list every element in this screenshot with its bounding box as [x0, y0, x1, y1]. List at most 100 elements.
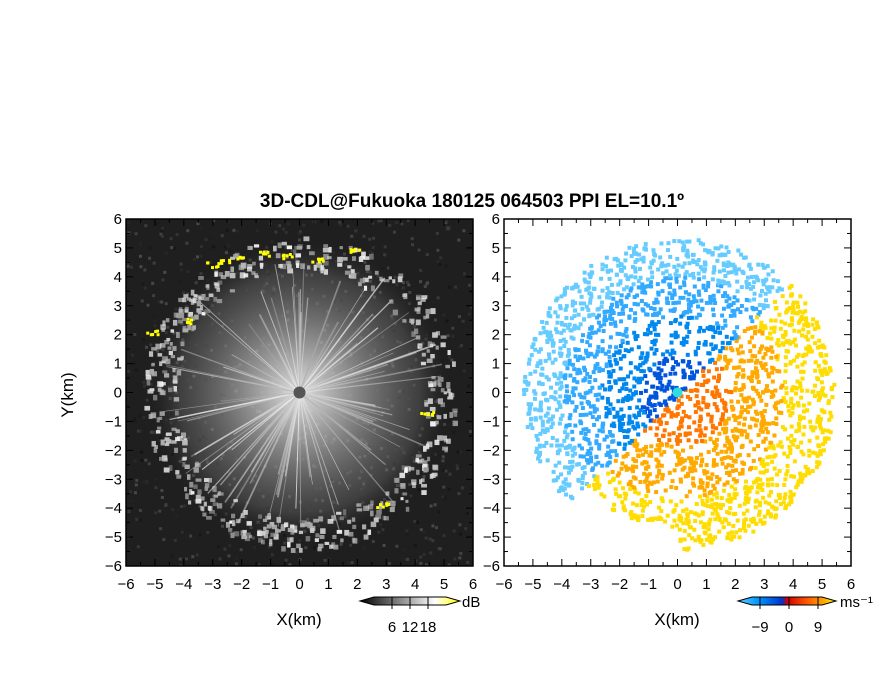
velocity-pixel: [747, 395, 752, 400]
velocity-pixel: [585, 340, 590, 345]
velocity-pixel: [623, 258, 628, 263]
velocity-pixel: [630, 264, 635, 269]
velocity-pixel: [584, 350, 589, 355]
velocity-pixel: [666, 262, 671, 267]
velocity-pixel: [747, 340, 752, 345]
velocity-pixel: [788, 489, 793, 494]
velocity-pixel: [644, 493, 649, 498]
velocity-pixel: [688, 376, 693, 381]
velocity-pixel: [611, 478, 616, 483]
velocity-pixel: [595, 307, 600, 312]
noise-speckle: [353, 251, 357, 255]
noise-speckle: [193, 498, 197, 502]
x-tick-label: −5: [146, 576, 163, 593]
velocity-pixel: [647, 323, 652, 328]
echo-pixel: [300, 523, 305, 528]
velocity-pixel: [692, 527, 697, 532]
velocity-pixel: [553, 327, 558, 332]
velocity-pixel: [761, 282, 766, 287]
velocity-pixel: [818, 368, 823, 373]
velocity-pixel: [806, 330, 811, 335]
velocity-pixel: [784, 472, 789, 477]
velocity-pixel: [566, 347, 571, 352]
velocity-pixel: [648, 426, 653, 431]
velocity-pixel: [776, 443, 781, 448]
velocity-pixel: [587, 379, 592, 384]
velocity-pixel: [674, 485, 679, 490]
velocity-pixel: [558, 404, 563, 409]
echo-pixel: [422, 463, 427, 468]
velocity-pixel: [592, 486, 597, 491]
velocity-pixel: [604, 434, 609, 439]
velocity-pixel: [754, 418, 759, 423]
velocity-pixel: [692, 373, 697, 378]
velocity-pixel: [656, 320, 661, 325]
noise-speckle: [438, 263, 442, 267]
velocity-pixel: [732, 388, 737, 393]
echo-pixel: [182, 456, 187, 461]
velocity-pixel: [589, 263, 594, 268]
velocity-pixel: [652, 300, 657, 305]
echo-pixel: [426, 441, 433, 448]
velocity-pixel: [616, 494, 621, 499]
velocity-pixel: [597, 366, 602, 371]
velocity-pixel: [696, 238, 701, 243]
velocity-pixel: [635, 334, 640, 339]
velocity-pixel: [673, 331, 678, 336]
echo-pixel: [157, 353, 163, 357]
echo-pixel: [182, 440, 188, 446]
velocity-pixel: [672, 350, 677, 355]
echo-pixel: [300, 263, 305, 270]
velocity-pixel: [643, 374, 648, 379]
echo-pixel: [373, 517, 379, 523]
noise-speckle: [133, 459, 137, 463]
velocity-pixel: [769, 345, 774, 350]
echo-pixel: [251, 271, 256, 275]
velocity-pixel: [683, 272, 688, 277]
velocity-pixel: [625, 340, 630, 345]
velocity-pixel: [699, 452, 704, 457]
velocity-pixel: [815, 453, 820, 458]
echo-pixel: [171, 427, 177, 431]
velocity-pixel: [760, 521, 765, 526]
echo-pixel: [234, 252, 240, 258]
velocity-pixel: [607, 410, 612, 415]
velocity-pixel: [795, 379, 800, 384]
noise-speckle: [149, 246, 153, 250]
velocity-pixel: [606, 471, 611, 476]
echo-pixel: [177, 357, 183, 361]
velocity-pixel: [699, 298, 704, 303]
velocity-pixel: [615, 414, 620, 419]
echo-pixel: [195, 478, 202, 482]
echo-pixel: [247, 266, 253, 272]
velocity-pixel: [606, 444, 611, 449]
velocity-pixel: [637, 252, 642, 257]
velocity-pixel: [702, 433, 707, 438]
velocity-pixel: [770, 482, 775, 487]
velocity-pixel: [559, 443, 564, 448]
noise-speckle: [406, 557, 410, 561]
high-reflectivity-pixel: [264, 252, 268, 256]
velocity-pixel: [584, 437, 589, 442]
velocity-pixel: [595, 481, 600, 486]
velocity-pixel: [570, 496, 575, 501]
velocity-pixel: [588, 404, 593, 409]
velocity-pixel: [743, 408, 748, 413]
noise-speckle: [144, 224, 148, 228]
noise-speckle: [395, 544, 399, 548]
velocity-pixel: [714, 462, 719, 467]
velocity-pixel: [805, 408, 810, 413]
velocity-pixel: [753, 423, 758, 428]
velocity-pixel: [570, 464, 575, 469]
echo-pixel: [438, 382, 442, 388]
radial-streak: [194, 391, 300, 456]
reflectivity-colorbar-unit: dB: [462, 594, 480, 611]
velocity-pixel: [675, 406, 680, 411]
noise-speckle: [208, 260, 212, 264]
velocity-pixel: [589, 459, 594, 464]
velocity-pixel: [779, 410, 784, 415]
velocity-pixel: [572, 285, 577, 290]
velocity-pixel: [717, 431, 722, 436]
noise-speckle: [468, 430, 472, 434]
velocity-pixel: [792, 358, 797, 363]
